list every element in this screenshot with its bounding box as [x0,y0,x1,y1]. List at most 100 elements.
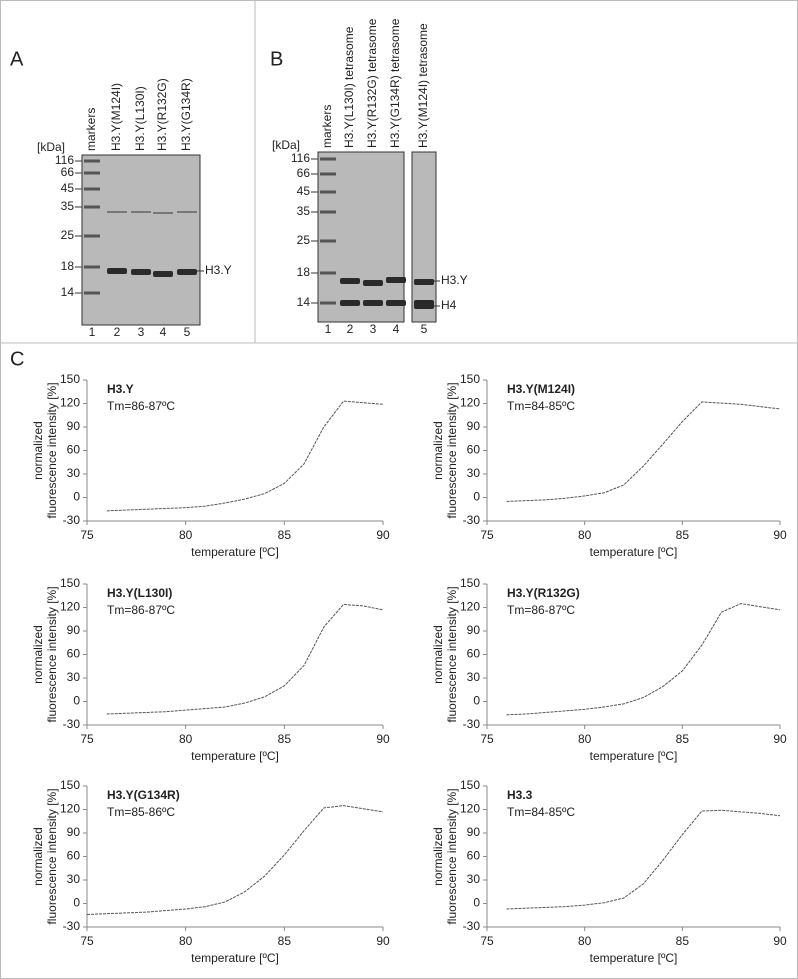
band-label: H3.Y [441,273,468,287]
chart-title: H3.Y(L130I) [107,586,172,600]
y-tick-label: 0 [73,896,80,910]
x-tick-label: 85 [278,528,292,542]
panel-label: B [270,48,283,70]
x-tick-label: 75 [480,934,494,948]
series-line [106,400,384,512]
y-axis-label: fluorescence intensity [%] [45,586,59,722]
marker-label: 18 [61,259,75,273]
x-tick-label: 75 [80,934,94,948]
protein-band [386,300,406,306]
series-line [106,603,384,715]
y-tick-label: -30 [463,513,481,527]
lane-label: markers [84,108,98,151]
y-axis-label: fluorescence intensity [%] [445,382,459,518]
x-tick-label: 75 [480,528,494,542]
protein-band [363,300,383,306]
y-axis-label: fluorescence intensity [%] [445,586,459,722]
chart-subtitle: Tm=86-87ºC [507,603,575,617]
lane-number: 4 [393,322,400,336]
marker-label: 116 [291,151,310,165]
lane-number: 4 [160,325,167,339]
faint-band [131,211,151,213]
band-label: H4 [441,298,457,312]
gel-image [81,154,201,326]
protein-band [177,269,197,275]
x-tick-label: 80 [179,934,193,948]
chart-subtitle: Tm=84-85ºC [507,399,575,413]
protein-band [414,279,434,285]
lane-label: H3.Y(R132G) [155,78,169,151]
x-axis-label: temperature [ºC] [590,951,678,965]
lane-number: 1 [89,325,96,339]
x-axis-label: temperature [ºC] [191,545,279,559]
x-tick-label: 85 [676,934,690,948]
marker-label: 25 [297,233,311,247]
marker-label: 66 [61,165,75,179]
chart-subtitle: Tm=84-85ºC [507,805,575,819]
y-tick-label: -30 [63,513,81,527]
y-tick-label: -30 [463,919,481,933]
marker-label: 35 [297,204,311,218]
y-tick-label: -30 [63,919,81,933]
lane-number: 1 [325,322,332,336]
y-tick-label: 120 [60,802,80,816]
y-axis-label: normalized [431,625,445,684]
chart-title: H3.Y(R132G) [507,586,580,600]
x-axis-label: temperature [ºC] [191,951,279,965]
protein-band [414,303,434,309]
marker-band [320,172,336,176]
y-tick-label: 90 [467,825,481,839]
faint-band [107,211,127,213]
marker-band [320,271,336,275]
y-tick-label: 120 [460,600,480,614]
y-axis-label: normalized [31,625,45,684]
lane-label: H3.Y(G134R) tetrasome [388,18,402,148]
y-axis-label: normalized [31,827,45,886]
marker-band [320,239,336,243]
y-tick-label: 60 [467,849,481,863]
panel-label: A [10,48,24,70]
marker-label: 18 [297,265,311,279]
y-tick-label: 30 [67,670,81,684]
protein-band [363,280,383,286]
lane-number: 2 [114,325,121,339]
x-tick-label: 90 [376,732,390,746]
marker-band [320,157,336,161]
series-line [506,603,781,716]
chart-subtitle: Tm=86-87ºC [107,603,175,617]
x-tick-label: 85 [676,732,690,746]
y-tick-label: 150 [60,778,80,792]
marker-label: 14 [61,285,75,299]
gel-image [317,151,405,323]
chart-title: H3.Y(G134R) [107,788,180,802]
x-tick-label: 85 [278,732,292,746]
series-line [86,805,384,915]
y-tick-label: 60 [67,647,81,661]
y-tick-label: 90 [467,623,481,637]
series-line [506,809,781,910]
marker-label: 116 [55,153,74,167]
lane-label: H3.Y(G134R) [179,78,193,151]
marker-band [84,265,100,269]
marker-band [84,171,100,175]
marker-band [320,301,336,305]
chart-subtitle: Tm=85-86ºC [107,805,175,819]
x-tick-label: 90 [773,528,787,542]
y-tick-label: 150 [460,372,480,386]
chart-subtitle: Tm=86-87ºC [107,399,175,413]
protein-band [386,277,406,283]
y-axis-label: fluorescence intensity [%] [45,788,59,924]
y-tick-label: 120 [460,396,480,410]
x-tick-label: 80 [578,732,592,746]
protein-band [107,268,127,274]
x-tick-label: 90 [376,934,390,948]
x-tick-label: 85 [676,528,690,542]
marker-label: 25 [61,228,75,242]
lane-number: 5 [421,322,428,336]
lane-number: 2 [347,322,354,336]
y-tick-label: -30 [463,717,481,731]
lane-label: H3.Y(L130I) tetrasome [342,26,356,148]
x-tick-label: 90 [773,732,787,746]
y-tick-label: 120 [60,600,80,614]
